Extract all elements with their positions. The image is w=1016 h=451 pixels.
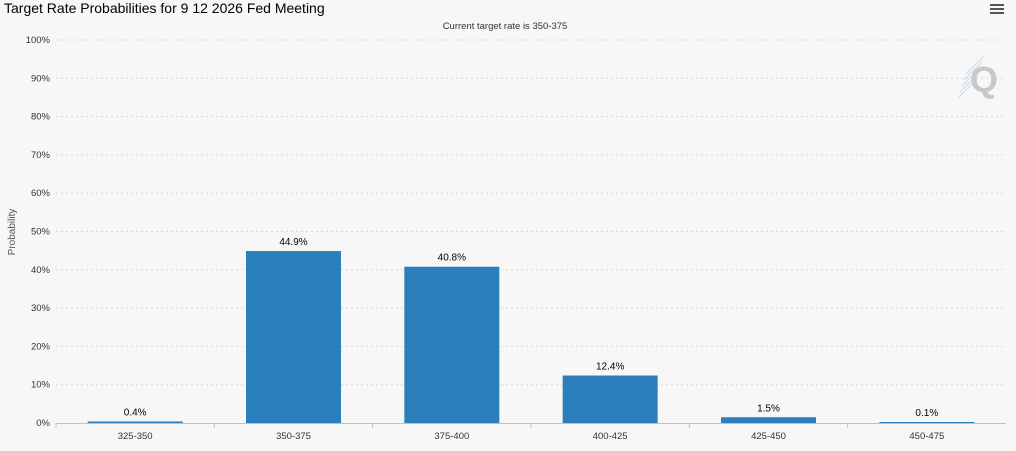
data-label: 12.4%: [596, 362, 624, 373]
data-label: 0.4%: [124, 407, 147, 418]
data-label: 40.8%: [438, 253, 466, 264]
x-tick-label: 425-450: [751, 431, 786, 442]
chart-title: Target Rate Probabilities for 9 12 2026 …: [4, 0, 325, 16]
bar-350-375[interactable]: [246, 251, 341, 423]
y-tick-label: 60%: [31, 188, 51, 199]
chart-subtitle: Current target rate is 350-375: [443, 21, 568, 32]
x-tick-label: 350-375: [276, 431, 311, 442]
x-tick-label: 375-400: [434, 431, 469, 442]
x-tick-label: 400-425: [593, 431, 628, 442]
logo-icon: Q: [957, 55, 998, 100]
bar-325-350[interactable]: [87, 421, 183, 423]
bar-400-425[interactable]: [562, 375, 658, 423]
y-tick-label: 100%: [26, 35, 51, 46]
y-tick-label: 30%: [31, 303, 51, 314]
data-label: 44.9%: [279, 237, 307, 248]
grid-lines: [56, 39, 1006, 386]
svg-text:Q: Q: [970, 59, 998, 100]
x-axis-ticks: 325-350 350-375 375-400 400-425 425-450 450-4…: [55, 423, 944, 442]
bar-425-450[interactable]: [721, 417, 816, 423]
y-axis-ticks: 0% 10% 20% 30% 40% 50% 60% 70% 80% 90% 100%: [26, 35, 51, 429]
y-tick-label: 90%: [31, 73, 51, 84]
bars: 0.4% 44.9% 40.8% 12.4% 1.5% 0.1%: [87, 237, 975, 423]
x-tick-label: 325-350: [118, 431, 153, 442]
data-label: 0.1%: [915, 408, 938, 419]
y-tick-label: 50%: [31, 227, 51, 238]
y-tick-label: 70%: [31, 150, 51, 161]
y-tick-label: 80%: [31, 112, 51, 123]
bar-450-475[interactable]: [879, 422, 975, 423]
menu-icon[interactable]: [990, 4, 1004, 16]
bar-375-400[interactable]: [404, 266, 500, 423]
x-tick-label: 450-475: [909, 431, 944, 442]
y-axis-label: Probability: [7, 209, 18, 256]
y-tick-label: 20%: [31, 341, 51, 352]
data-label: 1.5%: [757, 403, 780, 414]
y-tick-label: 40%: [31, 265, 51, 276]
y-tick-label: 0%: [36, 418, 50, 429]
y-tick-label: 10%: [31, 380, 51, 391]
